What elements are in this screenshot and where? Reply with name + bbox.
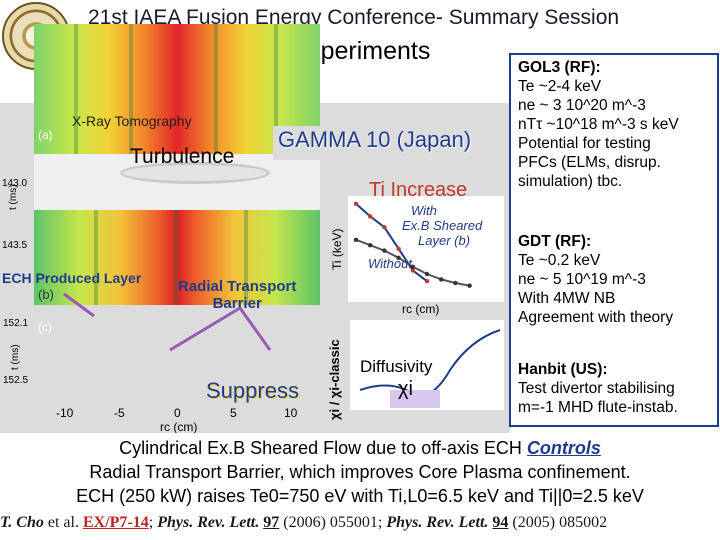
- gamma10-label: GAMMA 10 (Japan): [278, 127, 472, 152]
- ref-rest-2: (2005) 085002: [508, 514, 608, 531]
- gol3-line: Te ~2-4 keV: [518, 78, 602, 95]
- with-label-2: Ex.B Sheared: [402, 218, 483, 233]
- ref-journal-1: Phys. Rev. Lett.: [157, 514, 260, 531]
- gdt-block: GDT (RF): Te ~0.2 keV ne ~ 5 10^19 m^-3 …: [518, 232, 673, 327]
- gol3-line: ne ~ 3 10^20 m^-3: [518, 97, 646, 114]
- conference-title: 21st IAEA Fusion Energy Conference- Summ…: [88, 6, 620, 29]
- rc-tick-1: -5: [114, 406, 125, 420]
- radial-transport-barrier-label: Radial Transport Barrier: [178, 278, 296, 312]
- hanbit-line: Test divertor stabilising: [518, 380, 675, 397]
- annotation-arrows: [169, 306, 272, 352]
- ref-vol-2: 94: [492, 514, 509, 531]
- t-tick-a-0: 143.0: [2, 178, 28, 189]
- ti-point: [453, 280, 458, 286]
- ti-profile-chart: [348, 196, 504, 302]
- ref-rest-1: (2006) 055001;: [279, 514, 387, 531]
- gdt-line: ne ~ 5 10^19 m^-3: [518, 271, 646, 288]
- ti-point: [353, 237, 359, 242]
- ti-point: [410, 268, 415, 273]
- ti-point: [368, 214, 373, 219]
- gdt-line: Te ~0.2 keV: [518, 252, 601, 269]
- rc-tick-4: 10: [284, 406, 298, 420]
- t-tick-c-1: 152.5: [3, 375, 29, 386]
- gol3-heading: GOL3 (RF):: [518, 59, 601, 76]
- chi-i-symbol: χi: [398, 378, 413, 400]
- gdt-line: With 4MW NB: [518, 290, 616, 307]
- ti-increase-label: Ti Increase: [369, 179, 468, 201]
- ti-point: [382, 248, 387, 253]
- ti-point: [382, 225, 387, 230]
- ref-journal-2: Phys. Rev. Lett.: [386, 514, 489, 531]
- contour-panel-a: [34, 24, 320, 154]
- ti-point: [467, 283, 472, 288]
- summary-line-2: Radial Transport Barrier, which improves…: [89, 462, 631, 482]
- t-tick-c-0: 152.1: [3, 318, 29, 329]
- ech-layer-ellipse: [120, 162, 270, 184]
- arrow-line-1: [169, 306, 241, 352]
- ti-point: [439, 277, 444, 282]
- ech-arrow-line: [63, 292, 95, 318]
- ti-axis-label: Ti (keV): [330, 228, 344, 270]
- rc-tick-3: 5: [230, 406, 237, 420]
- diffusivity-chart: [350, 320, 504, 410]
- gamma10-label-box: [273, 126, 497, 160]
- chi-shaded-region: [390, 390, 440, 408]
- ech-produced-layer-label: ECH Produced Layer: [2, 270, 142, 286]
- diffusivity-label: Diffusivity: [360, 357, 433, 376]
- without-label: Without: [368, 256, 412, 271]
- contour-panel-c: [34, 210, 320, 305]
- ti-point: [396, 255, 401, 260]
- mirror-devices-box: [509, 53, 719, 427]
- gdt-heading: GDT (RF):: [518, 233, 592, 250]
- gol3-line: Potential for testing: [518, 135, 651, 152]
- summary-line-3: ECH (250 kW) raises Te0=750 eV with Ti,L…: [76, 486, 644, 506]
- summary-controls-word: Controls: [526, 438, 601, 458]
- rc-axis-label-ti: rc (cm): [402, 302, 440, 316]
- arrow-line-2: [238, 307, 272, 351]
- rtb-line-1: Radial Transport: [178, 278, 297, 295]
- rtb-line-2: Barrier: [212, 295, 262, 312]
- hanbit-heading: Hanbit (US):: [518, 361, 608, 378]
- t-axis-label-c: t (ms): [10, 344, 21, 370]
- xray-tomography-label: X-Ray Tomography: [72, 113, 192, 129]
- gol3-line: simulation) tbc.: [518, 173, 623, 190]
- t-axis-label-a: t (ms): [8, 184, 19, 210]
- ref-etal: et al.: [43, 514, 83, 531]
- rc-tick-2: 0: [174, 406, 181, 420]
- gdt-line: Agreement with theory: [518, 309, 674, 326]
- ti-point: [368, 243, 373, 248]
- reference-line: T. Cho et al. EX/P7-14; Phys. Rev. Lett.…: [0, 514, 720, 540]
- summary-line-1: Cylindrical Ex.B Sheared Flow due to off…: [0, 438, 720, 459]
- t-tick-a-1: 143.5: [2, 240, 28, 251]
- ref-paper-id[interactable]: EX/P7-14: [82, 514, 149, 531]
- gol3-block: GOL3 (RF): Te ~2-4 keV ne ~ 3 10^20 m^-3…: [518, 58, 679, 191]
- hanbit-line: m=-1 MHD flute-instab.: [518, 399, 678, 416]
- ti-point: [410, 264, 415, 269]
- ti-chart-bg: [348, 196, 504, 302]
- ech-arrow: [63, 292, 95, 318]
- ti-series-line-0: [355, 203, 428, 282]
- turbulence-label: Turbulence: [130, 145, 235, 168]
- ref-sep: ;: [148, 514, 158, 531]
- ti-point: [396, 246, 401, 251]
- with-label-3: Layer (b): [418, 233, 471, 248]
- ref-author: T. Cho: [0, 514, 44, 531]
- panel-b-tag: (b): [38, 287, 54, 302]
- summary-line-1-text: Cylindrical Ex.B Sheared Flow due to off…: [119, 438, 527, 458]
- hanbit-block: Hanbit (US): Test divertor stabilising m…: [518, 360, 678, 417]
- panel-a-tag: (a): [38, 128, 53, 142]
- ref-vol-1: 97: [263, 514, 280, 531]
- ti-point: [424, 271, 430, 277]
- gol3-line: nTτ ~10^18 m^-3 s keV: [518, 116, 679, 133]
- suppress-label: Suppress: [206, 378, 299, 403]
- rc-axis-label-bottom: rc (cm): [160, 420, 198, 434]
- panel-c-tag: (c): [38, 320, 52, 334]
- rc-tick-0: -10: [56, 406, 74, 420]
- summary-area: [0, 433, 720, 513]
- gol3-line: PFCs (ELMs, disrup.: [518, 154, 661, 171]
- with-label-1: With: [411, 203, 437, 218]
- ti-point: [424, 279, 430, 284]
- ti-point: [353, 201, 359, 206]
- chi-axis-label: χi / χi-classic: [327, 339, 342, 420]
